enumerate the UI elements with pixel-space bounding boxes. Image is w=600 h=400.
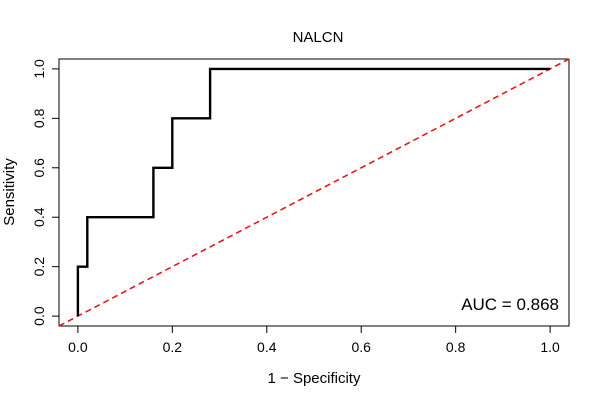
y-axis-label: Sensitivity: [1, 158, 18, 226]
auc-annotation: AUC = 0.868: [461, 295, 559, 314]
y-tick-label: 1.0: [31, 59, 47, 79]
x-tick-label: 0.6: [351, 339, 371, 355]
chart-title: NALCN: [293, 29, 344, 46]
x-tick-label: 1.0: [540, 339, 560, 355]
plot-frame: [58, 58, 570, 327]
y-tick-label: 0.8: [31, 108, 47, 128]
series-layer: [58, 58, 570, 327]
y-axis: 0.0 0.2 0.4 0.6 0.8 1.0: [31, 59, 59, 326]
x-tick-label: 0.2: [163, 339, 183, 355]
x-axis: 0.0 0.2 0.4 0.6 0.8 1.0: [68, 326, 560, 355]
roc-curve-line: [76, 67, 551, 317]
x-tick-label: 0.8: [446, 339, 466, 355]
y-tick-label: 0.0: [31, 306, 47, 326]
y-tick-label: 0.6: [31, 158, 47, 178]
y-tick-label: 0.2: [31, 257, 47, 277]
y-tick-label: 0.4: [31, 207, 47, 227]
x-tick-label: 0.0: [68, 339, 88, 355]
x-axis-label: 1 − Specificity: [268, 370, 361, 387]
x-tick-label: 0.4: [257, 339, 277, 355]
reference-diagonal-line: [58, 58, 570, 327]
